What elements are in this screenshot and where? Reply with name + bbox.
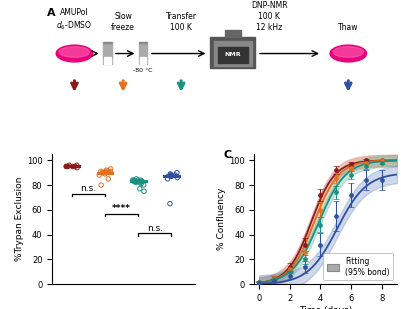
Point — [63, 164, 69, 169]
Point — [106, 170, 113, 175]
Text: C: C — [223, 150, 231, 160]
Text: Slow
freeze: Slow freeze — [111, 12, 135, 32]
Text: ****: **** — [112, 204, 131, 213]
Point — [174, 175, 180, 180]
Point — [107, 169, 113, 174]
Text: B: B — [0, 150, 1, 160]
Point — [174, 170, 180, 175]
Point — [137, 180, 144, 185]
Point — [167, 174, 174, 179]
Text: -80 °C: -80 °C — [133, 68, 153, 73]
Ellipse shape — [56, 45, 93, 62]
X-axis label: Time (days): Time (days) — [299, 306, 352, 309]
Point — [135, 178, 141, 183]
Point — [133, 180, 139, 185]
Bar — [140, 57, 146, 64]
Point — [168, 174, 174, 179]
Text: n.s.: n.s. — [81, 184, 97, 193]
Point — [167, 173, 174, 178]
Point — [133, 179, 140, 184]
Text: Thaw: Thaw — [338, 23, 358, 32]
Point — [133, 179, 139, 184]
Bar — [214, 41, 252, 66]
Point — [102, 171, 108, 176]
Point — [63, 164, 70, 169]
Point — [138, 178, 144, 183]
Y-axis label: % Confluency: % Confluency — [217, 188, 226, 250]
Ellipse shape — [330, 45, 367, 62]
Point — [130, 178, 136, 183]
Point — [130, 178, 137, 183]
Point — [74, 165, 80, 170]
Point — [103, 170, 109, 175]
Bar — [139, 43, 148, 64]
Text: A: A — [47, 7, 56, 18]
Text: n.s.: n.s. — [147, 224, 163, 233]
Point — [99, 170, 106, 175]
Bar — [225, 30, 241, 37]
Ellipse shape — [59, 47, 90, 57]
Ellipse shape — [333, 47, 364, 57]
Point — [167, 171, 174, 176]
Point — [138, 179, 145, 184]
Text: NMR: NMR — [225, 52, 241, 57]
Point — [167, 201, 173, 206]
Point — [172, 173, 178, 178]
Point — [164, 176, 171, 181]
Y-axis label: %Trypan Exclusion: %Trypan Exclusion — [15, 177, 24, 261]
Point — [140, 183, 147, 188]
Point — [133, 176, 140, 181]
Point — [66, 163, 73, 168]
Point — [102, 169, 109, 174]
Point — [107, 167, 114, 171]
Legend: Fitting
(95% bond): Fitting (95% bond) — [324, 253, 393, 281]
Point — [141, 189, 147, 194]
Bar — [139, 42, 148, 44]
Point — [96, 173, 102, 178]
Bar — [103, 42, 112, 44]
Point — [105, 176, 111, 181]
Point — [137, 186, 143, 191]
Point — [139, 179, 145, 184]
Text: DNP-NMR
100 K
12 kHz: DNP-NMR 100 K 12 kHz — [251, 1, 288, 32]
Point — [105, 169, 111, 174]
Point — [98, 183, 104, 188]
Point — [74, 163, 80, 168]
Point — [131, 179, 137, 184]
Point — [72, 164, 78, 169]
Point — [65, 164, 71, 169]
Point — [168, 173, 174, 178]
Point — [97, 169, 104, 174]
Text: Transfer
100 K: Transfer 100 K — [166, 12, 196, 32]
Point — [167, 173, 174, 178]
Point — [168, 174, 174, 179]
Point — [103, 168, 109, 173]
Bar — [211, 37, 255, 68]
Point — [138, 181, 144, 186]
Bar — [104, 57, 111, 64]
Point — [69, 164, 76, 169]
Text: AMUPol
$d_6$-DMSO: AMUPol $d_6$-DMSO — [57, 8, 93, 32]
Bar — [103, 43, 112, 64]
Bar — [218, 47, 248, 63]
